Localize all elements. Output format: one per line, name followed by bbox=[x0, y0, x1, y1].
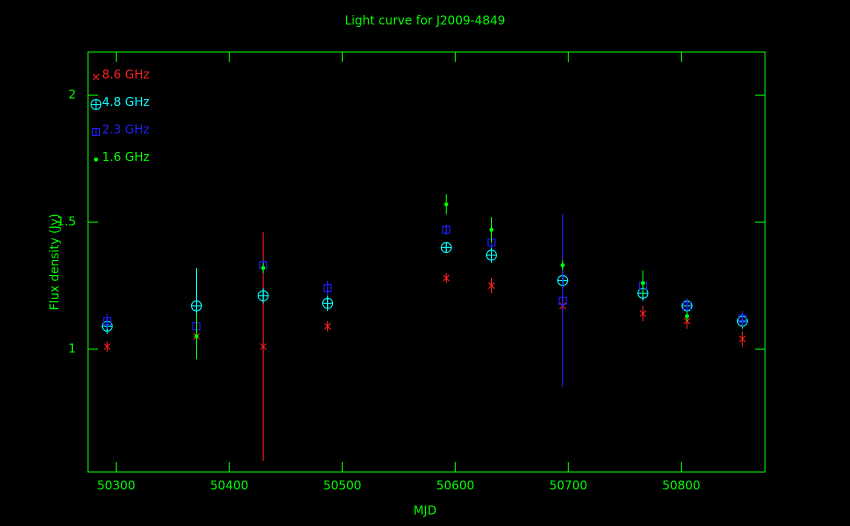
x-tick-label: 50400 bbox=[210, 479, 248, 493]
legend-label: 8.6 GHz bbox=[102, 68, 150, 82]
marker bbox=[324, 322, 331, 330]
x-tick-label: 50300 bbox=[97, 479, 135, 493]
plot-frame bbox=[87, 51, 766, 473]
x-tick-label: 50800 bbox=[662, 479, 700, 493]
x-axis-label: MJD bbox=[413, 504, 436, 518]
x-tick-label: 50700 bbox=[549, 479, 587, 493]
marker bbox=[259, 343, 267, 350]
y-axis-label: Flux density (Jy) bbox=[48, 214, 62, 311]
marker bbox=[323, 284, 332, 293]
x-tick-label: 50500 bbox=[323, 479, 361, 493]
marker bbox=[444, 202, 449, 207]
marker bbox=[485, 249, 497, 261]
marker bbox=[440, 242, 452, 253]
marker bbox=[640, 281, 645, 286]
marker bbox=[560, 263, 565, 268]
legend-label: 1.6 GHz bbox=[102, 150, 150, 164]
marker bbox=[683, 301, 692, 310]
marker bbox=[103, 343, 111, 350]
marker bbox=[442, 274, 450, 282]
marker bbox=[558, 296, 567, 305]
y-tick-label: 1 bbox=[68, 342, 76, 356]
y-tick-label: 2 bbox=[68, 88, 76, 102]
y-tick-label: 1.5 bbox=[57, 215, 76, 229]
marker bbox=[191, 300, 203, 312]
marker bbox=[194, 334, 199, 339]
chart-title: Light curve for J2009-4849 bbox=[345, 14, 505, 28]
marker bbox=[683, 317, 691, 325]
marker bbox=[685, 314, 690, 319]
legend-label: 2.3 GHz bbox=[102, 123, 150, 137]
legend-marker bbox=[92, 73, 100, 81]
marker bbox=[261, 265, 266, 270]
legend-label: 4.8 GHz bbox=[102, 95, 150, 109]
marker bbox=[442, 225, 451, 234]
marker bbox=[639, 310, 647, 317]
marker bbox=[103, 317, 112, 326]
legend-marker bbox=[93, 157, 99, 162]
marker bbox=[738, 314, 747, 323]
marker bbox=[322, 297, 334, 309]
x-tick-label: 50600 bbox=[436, 479, 474, 493]
marker bbox=[488, 282, 495, 289]
marker bbox=[489, 227, 494, 232]
legend-marker bbox=[92, 128, 100, 136]
marker bbox=[739, 335, 746, 343]
marker bbox=[257, 290, 269, 302]
legend-marker bbox=[90, 99, 102, 110]
